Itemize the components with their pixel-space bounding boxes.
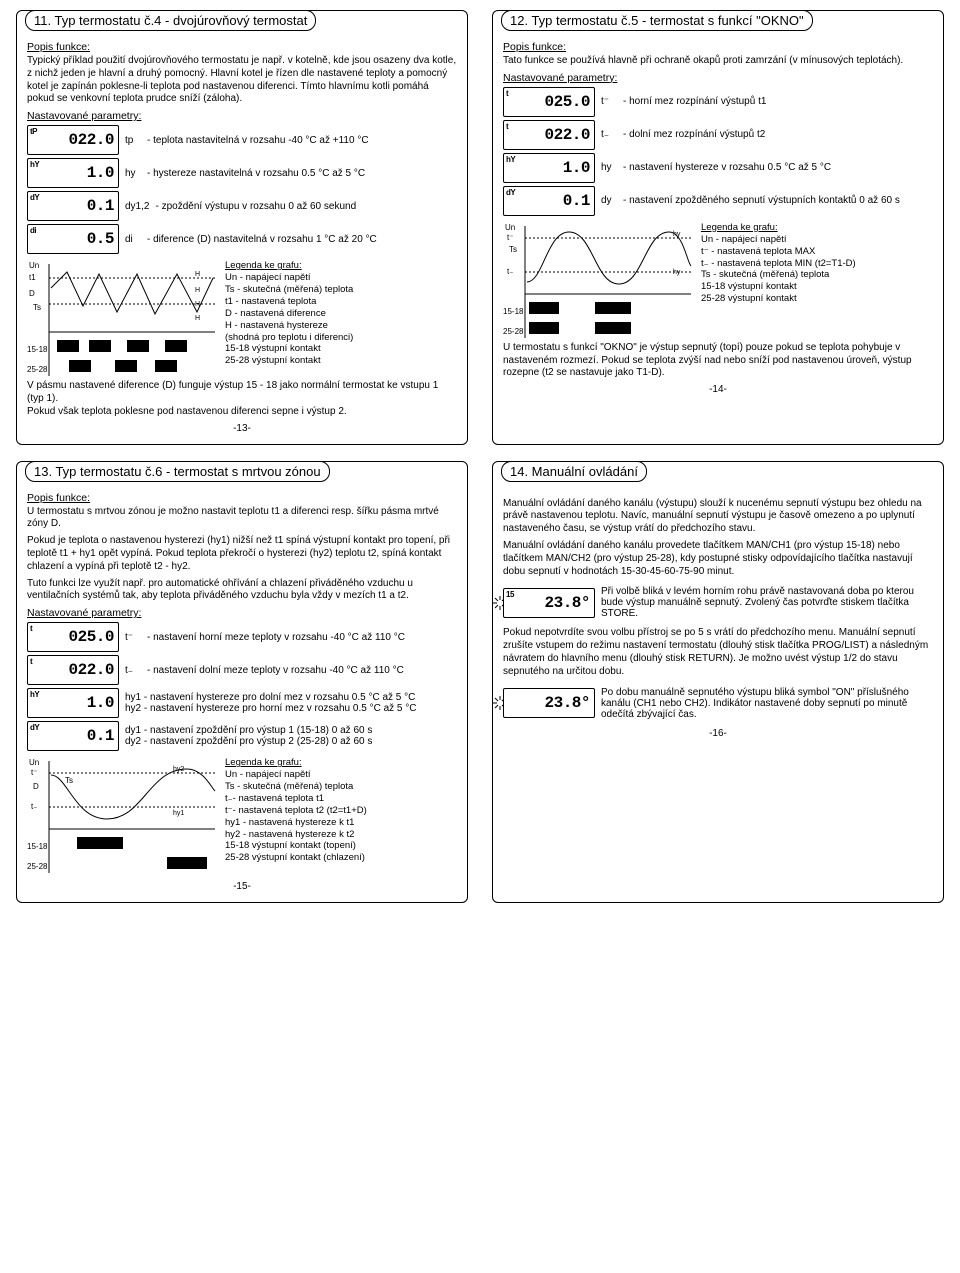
s14-lcd1-row: 1523.8° Při volbě bliká v levém horním r…: [503, 586, 933, 619]
s11-param-di: di0.5 di - diference (D) nastavitelná v …: [27, 224, 457, 254]
svg-text:H: H: [195, 271, 200, 278]
svg-text:Un: Un: [29, 758, 39, 767]
svg-text:H: H: [195, 315, 200, 322]
svg-text:hy: hy: [673, 231, 681, 238]
lcd-s13-4: dY0.1: [27, 721, 119, 751]
svg-text:15-18: 15-18: [503, 307, 524, 316]
s11-graph: Un t1 D Ts H H H H 15-18 25-28: [27, 260, 217, 380]
axis1-label: 15-18: [27, 345, 48, 354]
svg-text:t₋: t₋: [31, 802, 37, 811]
section-14-title: 14. Manuální ovládání: [501, 461, 647, 482]
s13-graph-block: Un t⁻ D Ts t₋ hy2 hy1 15-18 25-28 Legend…: [27, 757, 457, 877]
lcd-tp: tP022.0: [27, 125, 119, 155]
s12-graph: Un t⁻ Ts t₋ hy hy 15-18 25-28: [503, 222, 693, 342]
s11-param-tp: tP022.0 tp - teplota nastavitelná v rozs…: [27, 125, 457, 155]
svg-text:D: D: [33, 782, 39, 791]
lcd-t-upper: t025.0: [503, 87, 595, 117]
s11-nast-h: Nastavované parametry:: [27, 110, 457, 122]
lcd-s13-1: t025.0: [27, 622, 119, 652]
s13-pagenum: -15-: [27, 881, 457, 892]
s14-p3: Pokud nepotvrdíte svou volbu přístroj se…: [503, 627, 933, 678]
svg-text:15-18: 15-18: [27, 842, 48, 851]
lcd-s13-3: hY1.0: [27, 688, 119, 718]
lcd-hy: hY1.0: [27, 158, 119, 188]
s12-graph-block: Un t⁻ Ts t₋ hy hy 15-18 25-28 Legenda ke…: [503, 222, 933, 342]
svg-text:t1: t1: [29, 273, 36, 282]
svg-text:Un: Un: [505, 223, 515, 232]
svg-text:t₋: t₋: [507, 267, 513, 276]
s11-param-dy: dY0.1 dy1,2 - zpoždění výstupu v rozsahu…: [27, 191, 457, 221]
section-11: 11. Typ termostatu č.4 - dvojúrovňový te…: [16, 10, 468, 445]
lcd-hy-12: hY1.0: [503, 153, 595, 183]
lcd-dy: dY0.1: [27, 191, 119, 221]
svg-text:hy2: hy2: [173, 766, 184, 773]
s14-lcd2-row: 23.8° Po dobu manuálně sepnutého výstupu…: [503, 687, 933, 720]
page-row-1: 11. Typ termostatu č.4 - dvojúrovňový te…: [0, 0, 960, 451]
s13-legend: Legenda ke grafu: Un - napájecí napětí T…: [225, 757, 367, 864]
axis2-label: 25-28: [27, 365, 48, 374]
s12-legend: Legenda ke grafu: Un - napájecí napětí t…: [701, 222, 856, 305]
page-row-2: 13. Typ termostatu č.6 - termostat s mrt…: [0, 451, 960, 910]
s13-p1: U termostatu s mrtvou zónou je možno nas…: [27, 506, 457, 532]
svg-text:H: H: [195, 301, 200, 308]
svg-text:D: D: [29, 289, 35, 298]
svg-text:hy: hy: [673, 269, 681, 276]
s12-nast-h: Nastavované parametry:: [503, 72, 933, 84]
s12-param-3: hY1.0 hy - nastavení hystereze v rozsahu…: [503, 153, 933, 183]
section-12: 12. Typ termostatu č.5 - termostat s fun…: [492, 10, 944, 445]
s14-p1: Manuální ovládání daného kanálu (výstupu…: [503, 498, 933, 536]
section-11-title: 11. Typ termostatu č.4 - dvojúrovňový te…: [25, 10, 316, 31]
s11-param-hy: hY1.0 hy - hystereze nastavitelná v rozs…: [27, 158, 457, 188]
s13-param-1: t025.0 t⁻ - nastavení horní meze teploty…: [27, 622, 457, 652]
svg-text:H: H: [195, 287, 200, 294]
s12-param-2: t022.0 t₋ - dolní mez rozpínání výstupů …: [503, 120, 933, 150]
s11-popis: Typický příklad použití dvojúrovňového t…: [27, 55, 457, 106]
lcd-dy-12: dY0.1: [503, 186, 595, 216]
lcd-t-lower: t022.0: [503, 120, 595, 150]
s12-param-1: t025.0 t⁻ - horní mez rozpínání výstupů …: [503, 87, 933, 117]
s13-graph: Un t⁻ D Ts t₋ hy2 hy1 15-18 25-28: [27, 757, 217, 877]
s13-param-2: t022.0 t₋ - nastavení dolní meze teploty…: [27, 655, 457, 685]
s12-popis-h: Popis funkce:: [503, 41, 933, 53]
svg-text:hy1: hy1: [173, 810, 184, 817]
lcd-s14-1: 1523.8°: [503, 588, 595, 618]
s13-nast-h: Nastavované parametry:: [27, 607, 457, 619]
s14-p2: Manuální ovládání daného kanálu provedet…: [503, 540, 933, 578]
s12-popis: Tato funkce se používá hlavně při ochran…: [503, 55, 933, 68]
s13-p2: Pokud je teplota o nastavenou hysterezi …: [27, 535, 457, 573]
section-13: 13. Typ termostatu č.6 - termostat s mrt…: [16, 461, 468, 904]
s13-p3: Tuto funkci lze využít např. pro automat…: [27, 578, 457, 604]
lcd-di: di0.5: [27, 224, 119, 254]
s13-param-3: hY1.0 hy1 - nastavení hystereze pro doln…: [27, 688, 457, 718]
s12-pagenum: -14-: [503, 384, 933, 395]
s11-footnote: V pásmu nastavené diference (D) funguje …: [27, 380, 457, 418]
svg-text:25-28: 25-28: [27, 862, 48, 871]
svg-text:Ts: Ts: [509, 245, 517, 254]
axis-un-label: Un: [29, 261, 39, 270]
s13-popis-h: Popis funkce:: [27, 492, 457, 504]
svg-text:t⁻: t⁻: [31, 768, 37, 777]
s12-footnote: U termostatu s funkcí "OKNO" je výstup s…: [503, 342, 933, 380]
s12-param-4: dY0.1 dy - nastavení zpožděného sepnutí …: [503, 186, 933, 216]
section-12-title: 12. Typ termostatu č.5 - termostat s fun…: [501, 10, 813, 31]
section-14: 14. Manuální ovládání Manuální ovládání …: [492, 461, 944, 904]
s11-popis-h: Popis funkce:: [27, 41, 457, 53]
s11-pagenum: -13-: [27, 423, 457, 434]
s14-pagenum: -16-: [503, 728, 933, 739]
svg-text:t⁻: t⁻: [507, 233, 513, 242]
lcd-s13-2: t022.0: [27, 655, 119, 685]
lcd-s14-2: 23.8°: [503, 688, 595, 718]
s13-param-4: dY0.1 dy1 - nastavení zpoždění pro výstu…: [27, 721, 457, 751]
svg-text:25-28: 25-28: [503, 327, 524, 336]
s11-legend: Legenda ke grafu: Un - napájecí napětí T…: [225, 260, 353, 367]
svg-text:Ts: Ts: [65, 776, 73, 785]
svg-text:Ts: Ts: [33, 303, 41, 312]
s11-graph-block: Un t1 D Ts H H H H 15-18 25-28 Leg: [27, 260, 457, 380]
section-13-title: 13. Typ termostatu č.6 - termostat s mrt…: [25, 461, 330, 482]
